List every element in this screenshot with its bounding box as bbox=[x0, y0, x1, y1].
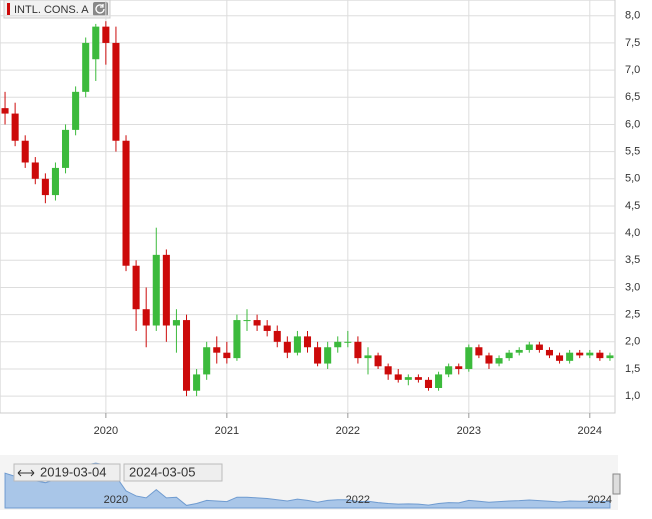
candle-body bbox=[132, 265, 140, 310]
candle-body bbox=[556, 355, 564, 361]
candle-body bbox=[203, 347, 211, 375]
navigator-handle-icon bbox=[17, 469, 35, 477]
y-tick-label: 4,5 bbox=[625, 200, 640, 212]
candle-body bbox=[505, 352, 513, 359]
candle-body bbox=[72, 91, 80, 130]
candle-body bbox=[62, 129, 70, 168]
x-tick-label: 2021 bbox=[215, 425, 239, 437]
candle-body bbox=[213, 347, 221, 353]
legend-box bbox=[3, 0, 111, 19]
candle-body bbox=[172, 320, 180, 326]
candle-body bbox=[566, 352, 574, 361]
candle-body bbox=[364, 355, 372, 359]
candle-body bbox=[394, 374, 402, 380]
candle-body bbox=[112, 42, 120, 141]
x-tick-label: 2023 bbox=[457, 425, 481, 437]
candle-body bbox=[404, 377, 412, 380]
navigator-label: 2022 bbox=[346, 494, 370, 506]
candle-body bbox=[253, 320, 261, 326]
candle-body bbox=[424, 379, 433, 389]
refresh-button[interactable] bbox=[93, 2, 108, 16]
y-tick-label: 6,5 bbox=[625, 91, 640, 103]
x-tick-label: 2020 bbox=[94, 425, 118, 437]
candle-body bbox=[455, 366, 463, 369]
candle-body bbox=[142, 309, 150, 326]
candle-body bbox=[314, 347, 322, 364]
candle-body bbox=[414, 377, 422, 380]
candle-body bbox=[606, 355, 614, 359]
y-tick-label: 6,0 bbox=[625, 118, 640, 130]
candle-body bbox=[324, 347, 332, 364]
candle-body bbox=[475, 347, 483, 356]
y-tick-label: 5,5 bbox=[625, 146, 640, 158]
candle-body bbox=[11, 113, 19, 141]
candle-body bbox=[1, 108, 9, 114]
candle-body bbox=[384, 366, 392, 375]
candle-body bbox=[293, 336, 301, 353]
y-tick-label: 5,0 bbox=[625, 173, 640, 185]
candle-body bbox=[354, 341, 362, 359]
candle-body bbox=[21, 140, 29, 163]
candle-body bbox=[586, 352, 594, 356]
x-tick-label: 2024 bbox=[578, 425, 602, 437]
y-tick-label: 8,0 bbox=[625, 10, 640, 22]
candle-body bbox=[334, 341, 342, 348]
y-tick-label: 7,0 bbox=[625, 64, 640, 76]
candle-body bbox=[535, 344, 543, 350]
legend: INTL. CONS. A bbox=[3, 0, 111, 19]
navigator-end-box[interactable] bbox=[123, 463, 223, 482]
y-tick-label: 2,5 bbox=[625, 309, 640, 321]
candle-body bbox=[515, 349, 523, 353]
candle-body bbox=[82, 42, 90, 92]
candle-body bbox=[445, 366, 453, 375]
candle-body bbox=[576, 352, 584, 356]
candle-body bbox=[485, 355, 493, 364]
candle-body bbox=[596, 352, 604, 359]
candle-body bbox=[152, 254, 160, 326]
candle-body bbox=[344, 341, 352, 343]
candle-body bbox=[102, 26, 110, 43]
y-tick-label: 4,0 bbox=[625, 227, 640, 239]
candle-body bbox=[122, 140, 130, 266]
y-tick-label: 3,0 bbox=[625, 281, 640, 293]
y-tick-label: 3,5 bbox=[625, 254, 640, 266]
candle-body bbox=[92, 26, 100, 60]
candle-body bbox=[182, 320, 191, 391]
candle-body bbox=[545, 349, 553, 356]
candle-body bbox=[283, 341, 291, 353]
navigator-end: 2024-03-05 bbox=[129, 464, 196, 479]
navigator-handle[interactable] bbox=[612, 473, 621, 495]
x-tick-label: 2022 bbox=[336, 425, 360, 437]
candle-body bbox=[495, 358, 503, 364]
candle-body bbox=[193, 374, 201, 391]
candle-body bbox=[243, 320, 251, 322]
candle-body bbox=[233, 320, 241, 359]
candle-body bbox=[273, 330, 281, 342]
candle-body bbox=[435, 374, 443, 389]
candle-body bbox=[51, 167, 59, 196]
navigator-start-box[interactable] bbox=[13, 463, 121, 482]
candle-body bbox=[303, 336, 312, 348]
candle-body bbox=[223, 352, 231, 359]
navigator-label: 2020 bbox=[104, 494, 128, 506]
y-tick-label: 1,0 bbox=[625, 390, 640, 402]
y-tick-label: 1,5 bbox=[625, 363, 640, 375]
y-tick-label: 2,0 bbox=[625, 336, 640, 348]
candle-body bbox=[525, 344, 533, 350]
candle-body bbox=[162, 254, 170, 326]
candle-body bbox=[465, 347, 473, 369]
candle-body bbox=[374, 355, 382, 367]
y-tick-label: 7,5 bbox=[625, 37, 640, 49]
refresh-icon[interactable] bbox=[95, 4, 105, 14]
legend-label: INTL. CONS. A bbox=[14, 4, 89, 16]
candle-body bbox=[41, 178, 49, 196]
navigator-start: 2019-03-04 bbox=[40, 464, 107, 479]
legend-swatch bbox=[7, 3, 10, 15]
candle-body bbox=[263, 325, 271, 331]
navigator-label: 2024 bbox=[588, 494, 612, 506]
candle-body bbox=[31, 162, 39, 179]
